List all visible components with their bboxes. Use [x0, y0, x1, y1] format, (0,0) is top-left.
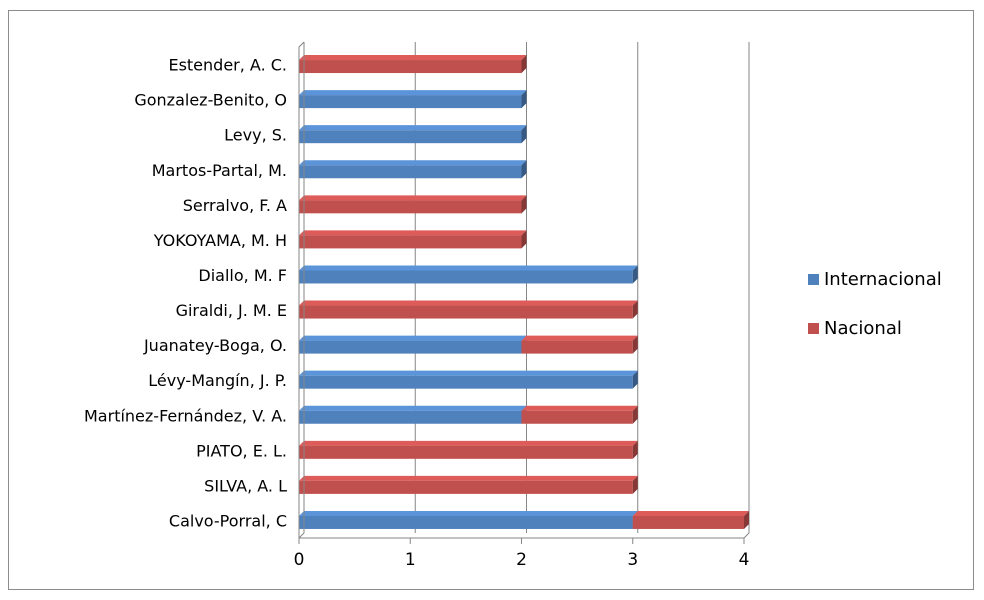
- chart-frame: Estender, A. C. Gonzalez-Benito, O Levy, S…: [8, 10, 974, 590]
- x-tick-labels: 0 1 2 3 4: [294, 550, 750, 570]
- bar-nacional-13: [632, 510, 749, 529]
- category-labels: Estender, A. C. Gonzalez-Benito, O Levy, S…: [84, 56, 287, 531]
- bar-nacional-0: [299, 55, 527, 74]
- category-label: Levy, S.: [224, 126, 287, 145]
- category-label: Giraldi, J. M. E: [176, 301, 287, 320]
- bar-nacional-12: [299, 475, 638, 494]
- bar-nacional-8: [521, 335, 638, 354]
- gridlines: [414, 42, 750, 533]
- bar-internacional-2: [299, 125, 527, 144]
- category-label: Lévy-Mangín, J. P.: [148, 371, 287, 390]
- bar-chart: Estender, A. C. Gonzalez-Benito, O Levy, S…: [84, 41, 942, 570]
- legend-swatch-internacional: [808, 274, 819, 285]
- category-label: PIATO, E. L.: [196, 441, 287, 460]
- category-label: Martos-Partal, M.: [152, 161, 287, 180]
- category-label: Estender, A. C.: [168, 56, 287, 75]
- legend: Internacional Nacional: [808, 269, 942, 339]
- axes: [298, 41, 750, 544]
- bar-nacional-10: [521, 405, 638, 424]
- bar-nacional-5: [299, 230, 527, 249]
- bar-internacional-10: [299, 405, 527, 424]
- bar-internacional-3: [299, 160, 527, 179]
- bar-nacional-4: [299, 195, 527, 214]
- category-label: Juanatey-Boga, O.: [143, 336, 287, 355]
- category-label: Martínez-Fernández, V. A.: [84, 406, 287, 425]
- x-tick-label: 1: [405, 550, 416, 570]
- axis-lines: [298, 41, 750, 539]
- x-tick-label: 4: [739, 550, 750, 570]
- bar-internacional-1: [299, 90, 527, 109]
- bar-internacional-13: [299, 510, 638, 529]
- category-label: YOKOYAMA, M. H: [153, 231, 287, 250]
- category-label: Gonzalez-Benito, O: [134, 91, 287, 110]
- bar-nacional-7: [299, 300, 638, 319]
- category-label: SILVA, A. L: [204, 476, 287, 495]
- x-tick-label: 0: [294, 550, 305, 570]
- bar-internacional-8: [299, 335, 527, 354]
- bar-nacional-11: [299, 440, 638, 459]
- bars: [299, 55, 749, 529]
- x-tick-label: 2: [516, 550, 527, 570]
- category-label: Diallo, M. F: [198, 266, 287, 285]
- category-label: Calvo-Porral, C: [169, 511, 287, 530]
- legend-label-nacional: Nacional: [824, 318, 902, 339]
- bar-internacional-6: [299, 265, 638, 284]
- bar-internacional-9: [299, 370, 638, 389]
- legend-label-internacional: Internacional: [824, 269, 942, 290]
- x-tick-label: 3: [627, 550, 638, 570]
- axis-floor-corner: [298, 532, 305, 539]
- category-label: Serralvo, F. A: [183, 196, 287, 215]
- legend-swatch-nacional: [808, 323, 819, 334]
